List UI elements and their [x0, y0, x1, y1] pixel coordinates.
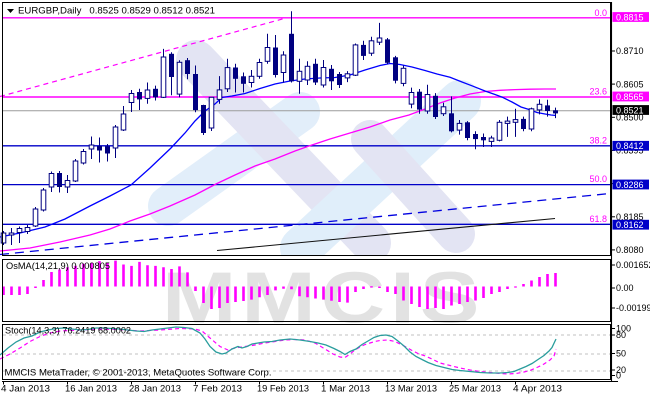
svg-text:23.6: 23.6 [589, 86, 607, 96]
svg-text:16 Jan 2013: 16 Jan 2013 [65, 384, 117, 394]
svg-text:0.8815: 0.8815 [616, 12, 644, 22]
svg-text:EURGBP,Daily 0.8525 0.8529 0: EURGBP,Daily 0.8525 0.8529 0.8512 0.8521 [18, 6, 215, 17]
svg-text:MMCIS MetaTrader, © 2001-2013,: MMCIS MetaTrader, © 2001-2013, MetaQuote… [5, 367, 272, 378]
svg-text:0.8565: 0.8565 [616, 92, 644, 102]
svg-text:0.0: 0.0 [594, 8, 607, 18]
svg-text:80: 80 [616, 330, 626, 340]
svg-text:0.8412: 0.8412 [616, 141, 644, 151]
svg-text:4 Jan 2013: 4 Jan 2013 [1, 384, 50, 394]
svg-text:0.8080: 0.8080 [616, 245, 644, 255]
svg-text:0.001652: 0.001652 [616, 260, 650, 270]
svg-text:13 Mar 2013: 13 Mar 2013 [385, 384, 437, 394]
svg-text:0.8521: 0.8521 [616, 105, 644, 115]
svg-text:0.8185: 0.8185 [616, 212, 644, 222]
svg-text:0.8605: 0.8605 [616, 79, 644, 89]
svg-text:0.8710: 0.8710 [616, 46, 644, 56]
svg-text:4 Apr 2013: 4 Apr 2013 [513, 384, 562, 394]
svg-text:19 Feb 2013: 19 Feb 2013 [257, 384, 309, 394]
svg-text:25 Mar 2013: 25 Mar 2013 [449, 384, 501, 394]
svg-text:7 Feb 2013: 7 Feb 2013 [193, 384, 242, 394]
svg-text:1 Mar 2013: 1 Mar 2013 [321, 384, 370, 394]
svg-text:0: 0 [616, 371, 621, 381]
svg-text:61.8: 61.8 [589, 214, 607, 224]
svg-text:0.8286: 0.8286 [616, 180, 644, 190]
svg-text:50.0: 50.0 [589, 174, 607, 184]
svg-text:Stoch(14,3,3) 76.2419 68.0002: Stoch(14,3,3) 76.2419 68.0002 [5, 326, 131, 336]
svg-text:50: 50 [616, 349, 626, 359]
svg-text:OsMA(14,21,9) 0.000805: OsMA(14,21,9) 0.000805 [6, 261, 110, 271]
svg-text:38.2: 38.2 [589, 136, 607, 146]
svg-text:20: 20 [616, 365, 626, 375]
svg-text:100: 100 [616, 324, 631, 334]
svg-text:28 Jan 2013: 28 Jan 2013 [129, 384, 181, 394]
svg-text:-0.00199: -0.00199 [616, 303, 650, 313]
svg-text:0.8500: 0.8500 [616, 113, 644, 123]
svg-text:0.8162: 0.8162 [616, 220, 644, 230]
svg-text:0.00: 0.00 [616, 283, 634, 293]
